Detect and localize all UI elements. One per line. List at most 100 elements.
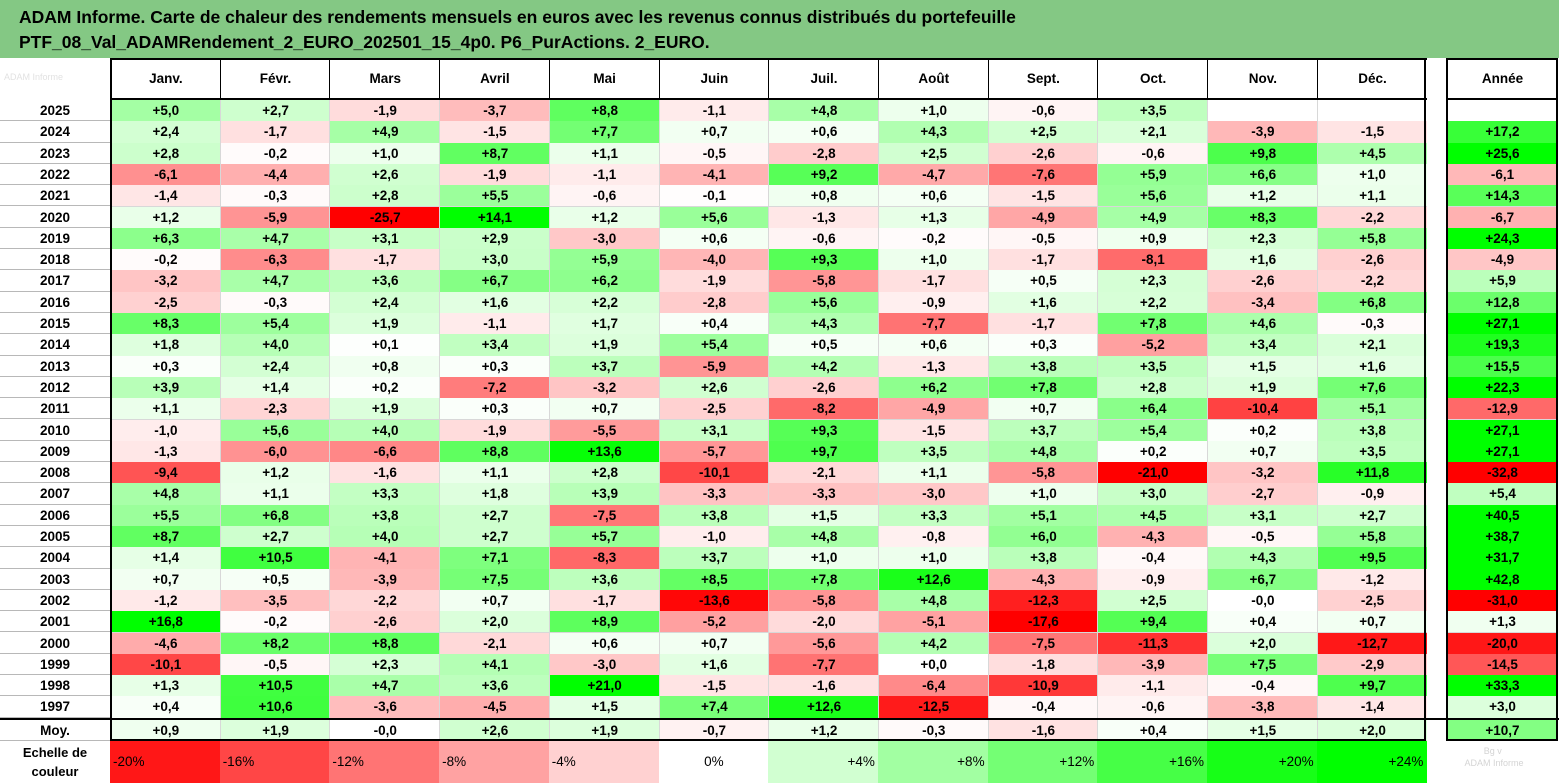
heat-cell: +8,8 [548,100,660,123]
heat-cell: +4,9 [1097,206,1208,229]
annual-cell: -31,0 [1446,589,1558,613]
heat-cell: -4,3 [1097,526,1208,549]
heat-cell: +3,8 [987,355,1099,378]
heat-cell: +1,2 [219,462,331,485]
heat-cell: -1,3 [110,440,221,464]
heat-cell: +21,0 [548,675,660,698]
legend-swatch: -16% [219,741,331,783]
heat-cell: +1,0 [768,547,879,570]
heat-cell: +5,1 [987,504,1099,527]
heat-cell: +2,4 [329,291,441,314]
heat-cell: +1,3 [110,675,221,698]
heat-cell: +10,5 [219,675,331,698]
heat-cell: +2,5 [1097,589,1208,613]
annual-cell: -12,9 [1446,398,1558,421]
heat-cell: +5,1 [1316,398,1428,421]
heat-cell: +0,2 [1207,419,1318,442]
heat-cell: +3,9 [548,483,660,506]
annual-cell: +40,5 [1446,504,1558,527]
heat-cell: +0,3 [439,398,550,421]
heat-cell: +4,6 [1207,313,1318,336]
heat-cell: -2,7 [1207,483,1318,506]
heat-cell: -4,4 [219,163,331,187]
report-title: ADAM Informe. Carte de chaleur des rende… [0,0,1559,58]
heat-cell: +3,8 [658,504,770,527]
annual-cell: +5,9 [1446,270,1558,293]
heat-cell: -6,4 [877,675,989,698]
heat-cell: -2,5 [1316,589,1428,613]
average-cell: +2,0 [1316,720,1428,741]
heat-cell: -5,6 [768,632,879,655]
heat-cell: +9,4 [1097,611,1208,634]
heat-cell: +3,6 [439,675,550,698]
heat-cell: +3,8 [329,504,441,527]
heat-cell: +5,6 [219,419,331,442]
heat-cell: +6,8 [1316,291,1428,314]
heat-cell: -12,3 [987,589,1099,613]
heat-cell: -5,8 [768,270,879,293]
annual-cell: +1,3 [1446,611,1558,634]
heat-cell: +3,6 [329,270,441,293]
heat-cell: -2,2 [1316,206,1428,229]
heat-cell: +4,0 [219,334,331,357]
title-line-1: ADAM Informe. Carte de chaleur des rende… [19,7,1016,27]
heat-cell: -17,6 [987,611,1099,634]
heat-cell: +5,4 [219,313,331,336]
heat-cell: +8,9 [548,611,660,634]
heat-cell: -10,1 [658,462,770,485]
month-header: Janv. [110,58,221,100]
heat-cell: +2,8 [548,462,660,485]
month-header: Juin [658,58,770,100]
heat-cell: +1,2 [1207,185,1318,208]
heat-cell: +5,8 [1316,227,1428,251]
title-line-2: PTF_08_Val_ADAMRendement_2_EURO_202501_1… [19,32,710,52]
heat-cell: +0,7 [658,121,770,144]
heat-cell: -3,2 [548,376,660,400]
heat-cell: -11,3 [1097,632,1208,655]
heat-cell: -8,2 [768,398,879,421]
heat-cell: -0,5 [987,227,1099,251]
heat-cell: +1,9 [1207,376,1318,400]
heat-cell: +2,1 [1097,121,1208,144]
heat-cell: +4,8 [768,100,879,123]
heat-cell: -1,5 [439,121,550,144]
heat-cell: -1,2 [110,589,221,613]
year-label: 2009 [0,440,110,463]
heat-cell: +0,2 [329,376,441,400]
year-label: 2007 [0,483,110,505]
month-header: Nov. [1207,58,1318,100]
year-label: 2014 [0,334,110,356]
heat-cell: -2,9 [1316,653,1428,677]
heat-cell: +12,6 [877,568,989,591]
heat-cell: +6,2 [877,376,989,400]
heat-cell: -4,7 [877,163,989,187]
heat-cell: +5,7 [548,526,660,549]
heat-cell: +1,1 [219,483,331,506]
month-header: Sept. [987,58,1099,100]
heat-cell: +8,3 [1207,206,1318,229]
heat-cell: +3,8 [987,547,1099,570]
heat-cell: +5,6 [1097,185,1208,208]
year-label: 2023 [0,142,110,164]
heat-cell: +7,8 [1097,313,1208,336]
heat-cell: +4,8 [877,589,989,613]
heat-cell: -1,4 [110,185,221,208]
heat-cell: -4,5 [439,696,550,719]
heat-cell: -0,2 [110,249,221,272]
heat-cell: -1,7 [219,121,331,144]
heat-cell: -2,5 [658,398,770,421]
heat-cell: -1,1 [548,163,660,187]
legend-swatch: +12% [987,741,1099,783]
annual-cell: -4,9 [1446,249,1558,272]
heat-cell: -1,5 [877,419,989,442]
heat-cell: +2,7 [219,100,331,123]
heat-cell: +3,6 [548,568,660,591]
heat-cell: +9,7 [768,440,879,464]
heat-cell: +1,6 [1316,355,1428,378]
heat-cell: +1,6 [439,291,550,314]
heat-cell: +8,7 [439,142,550,165]
heat-cell: +7,1 [439,547,550,570]
year-label: 2022 [0,163,110,186]
heat-cell: +0,5 [219,568,331,591]
heat-cell: +5,6 [768,291,879,314]
